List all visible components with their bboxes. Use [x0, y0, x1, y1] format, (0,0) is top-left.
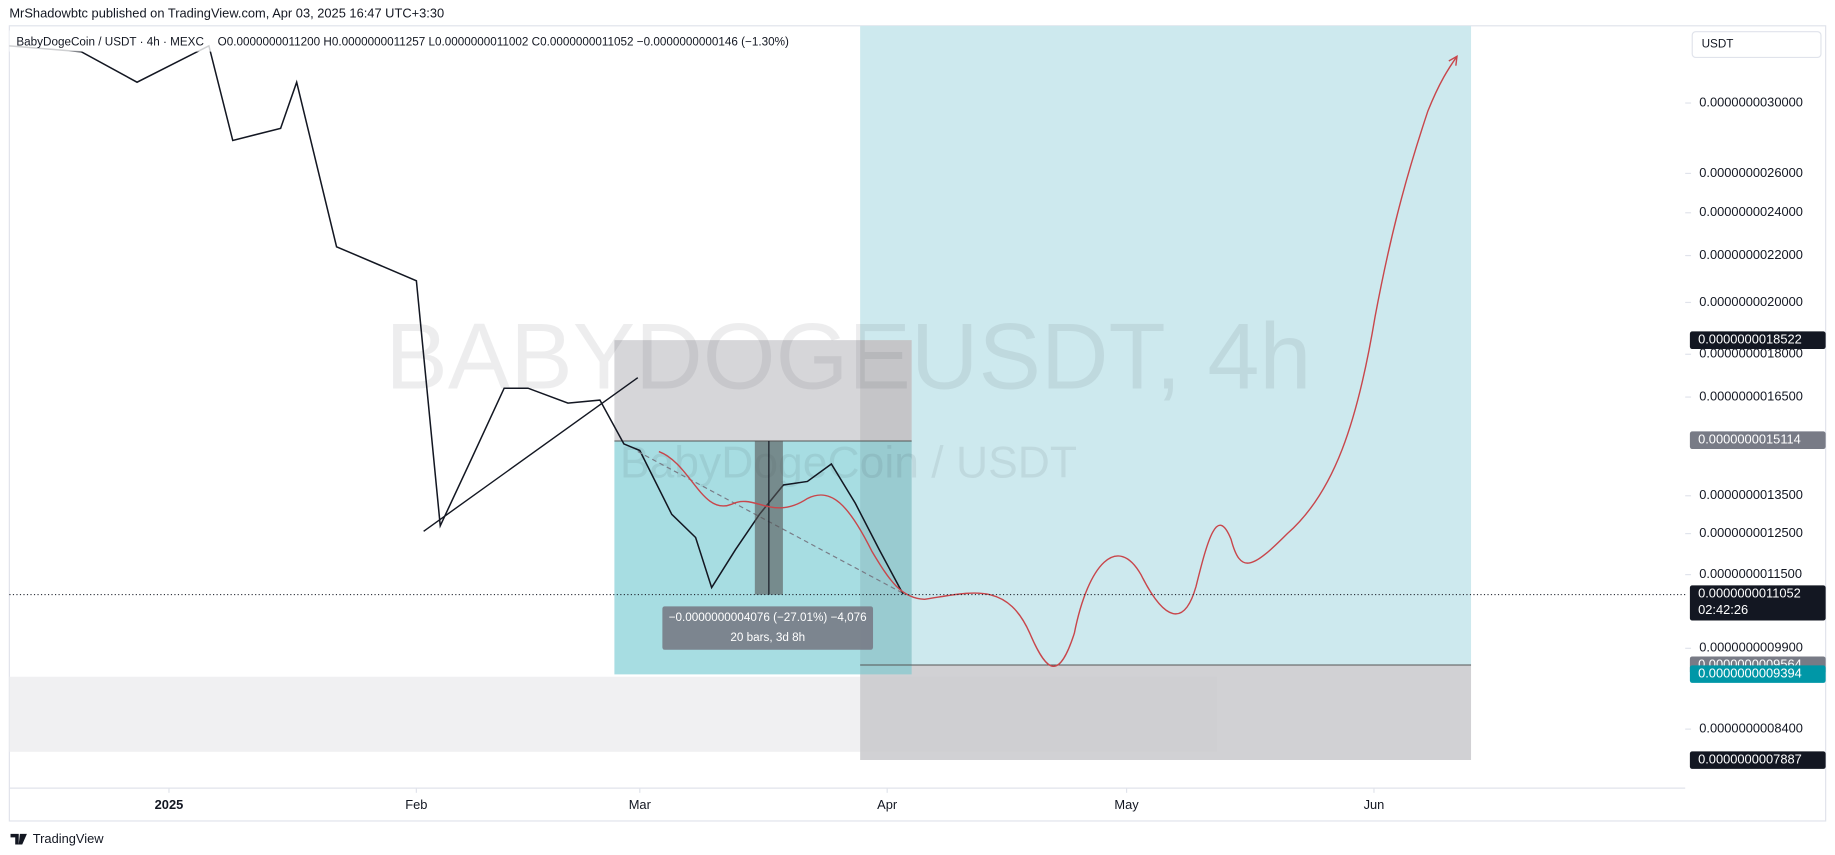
- brand-logo: [10, 833, 27, 845]
- legend-bg: [9, 30, 794, 52]
- projection-curve: [658, 55, 1458, 667]
- y-tick-label: 0.0000000009900: [1699, 640, 1803, 655]
- price-label-box: [1689, 751, 1826, 769]
- target-zone: [860, 25, 1472, 665]
- price-label: 0.0000000007887: [1698, 752, 1802, 767]
- price-label-box: [1689, 431, 1826, 450]
- y-tick-label: 0.0000000011500: [1699, 566, 1802, 581]
- y-tick-label: 0.0000000012500: [1699, 525, 1803, 540]
- watermark: BABYDOGEUSDT, 4h: [385, 303, 1311, 408]
- y-tick-label: 0.0000000022000: [1699, 247, 1803, 262]
- price-label: 0.0000000009394: [1698, 666, 1802, 681]
- trend-line: [423, 377, 639, 532]
- x-tick-label: Mar: [629, 797, 652, 812]
- price-label: 0.0000000015114: [1698, 432, 1801, 447]
- y-tick-label: 0.0000000018000: [1699, 346, 1803, 361]
- ohlc-values: O0.0000000011200 H0.0000000011257 L0.000…: [218, 35, 789, 48]
- x-tick-label: Feb: [405, 797, 427, 812]
- projection-arrow: [1448, 54, 1458, 66]
- x-tick-label: May: [1114, 797, 1139, 812]
- y-tick-label: 0.0000000016500: [1699, 388, 1803, 403]
- y-tick-label: 0.0000000030000: [1699, 94, 1803, 109]
- price-label-box: [1689, 665, 1826, 683]
- price-label-box: [1689, 585, 1826, 621]
- brand: TradingView: [33, 831, 104, 846]
- published-note: MrShadowbtc published on TradingView.com…: [9, 5, 444, 20]
- symbol-title: BabyDogeCoin / USDT · 4h · MEXC: [16, 35, 204, 48]
- currency-button[interactable]: [1691, 31, 1822, 59]
- x-tick-label: Jun: [1364, 797, 1385, 812]
- currency[interactable]: USDT: [1702, 38, 1734, 51]
- measure-label: −0.0000000004076 (−27.01%) −4,076: [669, 611, 867, 624]
- price-label-box: [1689, 331, 1826, 350]
- x-tick-label: 2025: [155, 797, 184, 812]
- price-label: 0.0000000018522: [1698, 332, 1802, 347]
- countdown: 02:42:26: [1698, 602, 1748, 617]
- measure-label-box: [662, 606, 874, 650]
- watermark-sub: BabyDogeCoin / USDT: [620, 438, 1077, 487]
- stop-zone: [860, 665, 1472, 760]
- x-tick-label: Apr: [877, 797, 898, 812]
- stop-box: [614, 340, 912, 441]
- price-label: 0.0000000011052: [1698, 586, 1801, 601]
- y-tick-label: 0.0000000026000: [1699, 165, 1803, 180]
- y-tick-label: 0.0000000020000: [1699, 294, 1803, 309]
- price-line: [9, 44, 904, 595]
- measure-label: 20 bars, 3d 8h: [730, 631, 805, 644]
- y-tick-label: 0.0000000024000: [1699, 204, 1803, 219]
- y-tick-label: 0.0000000013500: [1699, 487, 1803, 502]
- y-tick-label: 0.0000000008400: [1699, 721, 1803, 736]
